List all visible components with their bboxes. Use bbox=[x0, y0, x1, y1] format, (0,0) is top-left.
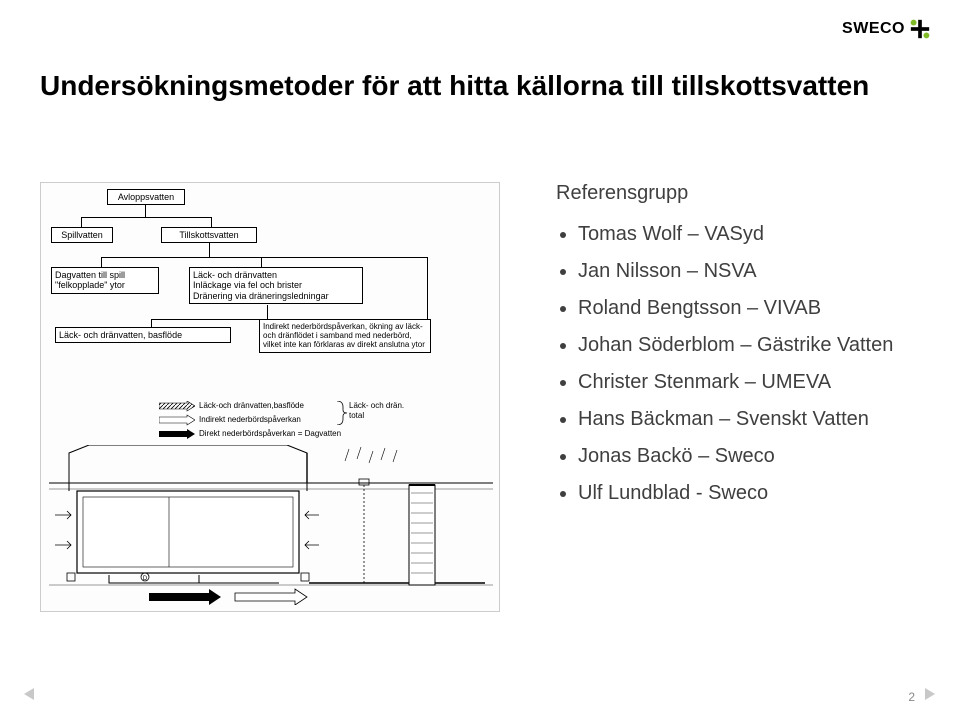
house-cross-section-icon: D bbox=[49, 445, 493, 605]
reference-group: Referensgrupp Tomas Wolf – VASyd Jan Nil… bbox=[556, 182, 916, 519]
diagram-connector bbox=[151, 319, 152, 327]
diagram-connector bbox=[427, 257, 428, 319]
diagram-connector bbox=[101, 257, 102, 267]
list-item: Johan Söderblom – Gästrike Vatten bbox=[578, 334, 916, 357]
list-item: Ulf Lundblad - Sweco bbox=[578, 482, 916, 505]
list-item: Tomas Wolf – VASyd bbox=[578, 223, 916, 246]
diagram-connector bbox=[211, 217, 212, 227]
brand-logo-text: SWECO bbox=[842, 20, 905, 38]
legend-label: Direkt nederbördspåverkan = Dagvatten bbox=[199, 429, 341, 438]
diagram-node-lack1: Läck- och dränvatten Inläckage via fel o… bbox=[189, 267, 363, 304]
infiltration-diagram: Avloppsvatten Spillvatten Tillskottsvatt… bbox=[40, 182, 500, 612]
reference-heading: Referensgrupp bbox=[556, 182, 916, 205]
list-item: Hans Bäckman – Svenskt Vatten bbox=[578, 408, 916, 431]
brand-logo: SWECO bbox=[842, 18, 931, 40]
next-slide-icon[interactable] bbox=[921, 686, 937, 702]
diagram-node-avlopp: Avloppsvatten bbox=[107, 189, 185, 205]
diagram-connector bbox=[209, 243, 210, 257]
list-item: Roland Bengtsson – VIVAB bbox=[578, 297, 916, 320]
diagram-connector bbox=[145, 205, 146, 217]
legend-label: Läck-och dränvatten,basflöde bbox=[199, 401, 304, 410]
prev-slide-icon[interactable] bbox=[22, 686, 38, 702]
bracket-label: Läck- och drän. bbox=[349, 401, 404, 410]
diagram-connector bbox=[101, 257, 427, 258]
brand-logo-mark-icon bbox=[909, 18, 931, 40]
legend-arrows-icon bbox=[159, 401, 195, 441]
diagram-node-basflode: Läck- och dränvatten, basflöde bbox=[55, 327, 231, 343]
list-item: Christer Stenmark – UMEVA bbox=[578, 371, 916, 394]
diagram-node-spill: Spillvatten bbox=[51, 227, 113, 243]
diagram-node-tillskott: Tillskottsvatten bbox=[161, 227, 257, 243]
list-item: Jonas Backö – Sweco bbox=[578, 445, 916, 468]
page-title: Undersökningsmetoder för att hitta källo… bbox=[40, 68, 899, 103]
diagram-connector bbox=[261, 257, 262, 267]
diagram-connector bbox=[81, 217, 82, 227]
bracket-label: total bbox=[349, 411, 364, 420]
reference-list: Tomas Wolf – VASyd Jan Nilsson – NSVA Ro… bbox=[556, 223, 916, 505]
bracket-icon bbox=[337, 401, 347, 425]
diagram-node-dagspill: Dagvatten till spill "felkopplade" ytor bbox=[51, 267, 159, 294]
diagram-connector bbox=[267, 305, 268, 319]
page-number: 2 bbox=[908, 690, 915, 704]
legend-label: Indirekt nederbördspåverkan bbox=[199, 415, 301, 424]
diagram-connector bbox=[81, 217, 211, 218]
svg-text:D: D bbox=[143, 576, 148, 582]
diagram-node-indirekt: Indirekt nederbördspåverkan, ökning av l… bbox=[259, 319, 431, 353]
list-item: Jan Nilsson – NSVA bbox=[578, 260, 916, 283]
